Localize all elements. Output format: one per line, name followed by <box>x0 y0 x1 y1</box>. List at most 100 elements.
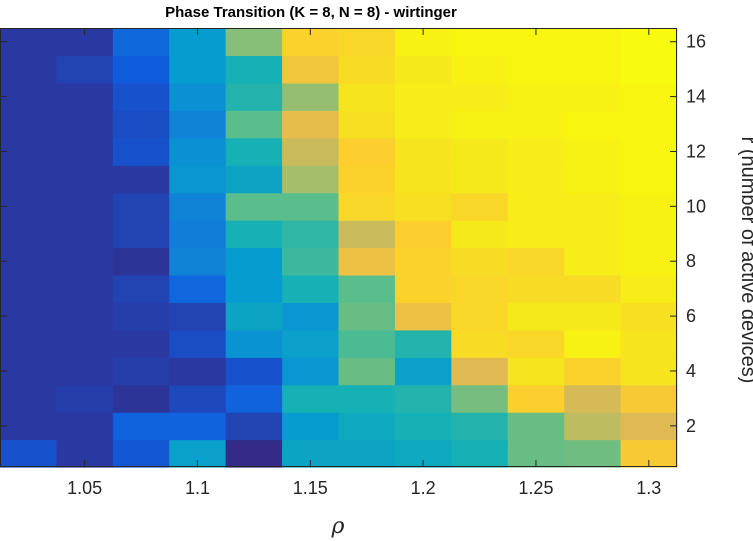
x-tick-label: 1.3 <box>636 478 661 498</box>
heatmap-cell <box>169 165 227 194</box>
heatmap-cell <box>564 357 622 386</box>
heatmap-cell <box>112 137 170 166</box>
heatmap-cell <box>394 192 452 221</box>
heatmap-cell <box>338 28 396 57</box>
heatmap-cell <box>564 274 622 303</box>
heatmap-cell <box>451 412 509 441</box>
heatmap-cell <box>169 274 227 303</box>
heatmap-cell <box>56 55 114 84</box>
heatmap-cell <box>112 110 170 139</box>
plot-frame <box>0 28 677 467</box>
heatmap-cell <box>338 274 396 303</box>
heatmap-cell <box>112 412 170 441</box>
heatmap-cell <box>56 412 114 441</box>
heatmap-cell <box>451 28 509 57</box>
heatmap-cell <box>0 28 58 57</box>
heatmap-cell <box>620 274 678 303</box>
heatmap-cell <box>338 55 396 84</box>
heatmap-cell <box>169 329 227 358</box>
heatmap-cell <box>0 302 58 331</box>
heatmap-cell <box>0 412 58 441</box>
heatmap-cell <box>169 384 227 413</box>
heatmap-cell <box>282 247 340 276</box>
heatmap-cell <box>507 110 565 139</box>
heatmap-cell <box>507 192 565 221</box>
heatmap-cell <box>0 55 58 84</box>
heatmap-cell <box>338 412 396 441</box>
heatmap-cell <box>56 302 114 331</box>
heatmap-cell <box>394 137 452 166</box>
y-tick-label: 4 <box>686 361 696 381</box>
heatmap-cell <box>507 412 565 441</box>
heatmap-cell <box>394 82 452 111</box>
heatmap-cell <box>564 302 622 331</box>
heatmap-cell <box>564 165 622 194</box>
heatmap-cell <box>282 110 340 139</box>
heatmap-cell <box>620 329 678 358</box>
heatmap-cell <box>225 28 283 57</box>
heatmap-cell <box>282 82 340 111</box>
heatmap-cell <box>507 55 565 84</box>
x-tick-label: 1.05 <box>67 478 102 498</box>
heatmap-cell <box>451 302 509 331</box>
heatmap-cell <box>56 384 114 413</box>
heatmap-cell <box>338 137 396 166</box>
heatmap-cell <box>169 412 227 441</box>
x-tick-label: 1.25 <box>518 478 553 498</box>
heatmap-cell <box>338 302 396 331</box>
heatmap-cell <box>282 55 340 84</box>
heatmap-cell <box>338 82 396 111</box>
heatmap-cell <box>112 28 170 57</box>
heatmap-cell <box>338 110 396 139</box>
heatmap-cell <box>451 439 509 468</box>
heatmap-cell <box>394 110 452 139</box>
heatmap-cell <box>56 247 114 276</box>
heatmap-cell <box>620 384 678 413</box>
heatmap-cell <box>338 439 396 468</box>
x-tick-label: 1.2 <box>411 478 436 498</box>
heatmap-cell <box>282 274 340 303</box>
heatmap-cell <box>225 439 283 468</box>
heatmap-cell <box>225 165 283 194</box>
heatmap-cell <box>620 412 678 441</box>
heatmap-cell <box>507 384 565 413</box>
heatmap-cell <box>169 192 227 221</box>
heatmap-cell <box>451 357 509 386</box>
heatmap-cell <box>282 192 340 221</box>
heatmap-cell <box>338 384 396 413</box>
heatmap-cell <box>56 165 114 194</box>
heatmap-cell <box>0 137 58 166</box>
heatmap-cell <box>225 357 283 386</box>
heatmap-cell <box>564 384 622 413</box>
heatmap-cell <box>564 247 622 276</box>
heatmap-cell <box>507 329 565 358</box>
heatmap-cell <box>507 357 565 386</box>
heatmap-cell <box>620 220 678 249</box>
heatmap-cell <box>282 357 340 386</box>
heatmap-cell <box>451 220 509 249</box>
heatmap-cell <box>507 82 565 111</box>
heatmap-cell <box>0 439 58 468</box>
heatmap-cell <box>112 247 170 276</box>
heatmap-cell <box>112 55 170 84</box>
y-axis-label: r (number of active devices) <box>737 137 753 384</box>
heatmap-cell <box>169 220 227 249</box>
heatmap-cell <box>451 110 509 139</box>
x-tick-label: 1.15 <box>293 478 328 498</box>
heatmap-cell <box>169 82 227 111</box>
y-tick-label: 12 <box>686 141 706 161</box>
heatmap-cell <box>394 412 452 441</box>
y-tick-label: 6 <box>686 306 696 326</box>
heatmap-cell <box>225 247 283 276</box>
heatmap-cell <box>56 82 114 111</box>
heatmap-cell <box>451 247 509 276</box>
y-axis-ticks: 2 4 6 8 10 12 14 16 <box>0 32 706 436</box>
heatmap-cell <box>564 137 622 166</box>
heatmap-cell <box>394 274 452 303</box>
heatmap-cell <box>620 55 678 84</box>
y-tick-label: 16 <box>686 32 706 52</box>
heatmap-cell <box>451 274 509 303</box>
heatmap-cell <box>225 55 283 84</box>
x-axis-ticks: 1.05 1.1 1.15 1.2 1.25 1.3 <box>67 28 661 498</box>
